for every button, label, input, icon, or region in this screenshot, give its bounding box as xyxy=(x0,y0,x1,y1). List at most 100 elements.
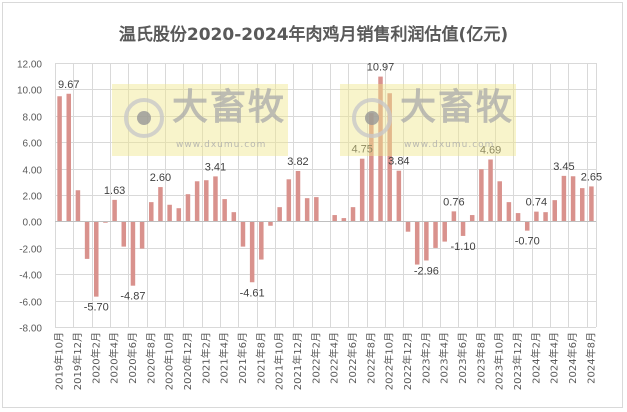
bar xyxy=(579,188,585,222)
watermark-logo-icon xyxy=(124,98,164,138)
bar xyxy=(240,221,246,247)
bar xyxy=(378,76,383,222)
watermark: 大畜牧 www.dxumu.com xyxy=(112,84,288,156)
data-label: 3.45 xyxy=(553,161,574,173)
bar xyxy=(561,175,567,222)
bar xyxy=(314,197,319,222)
x-tick-label: 2024年8月 xyxy=(584,332,597,384)
bar xyxy=(387,93,392,222)
y-tick-label: 6.00 xyxy=(23,139,43,150)
bar xyxy=(433,221,438,248)
bar xyxy=(589,186,594,222)
x-tick-label: 2020年4月 xyxy=(108,332,121,384)
bar xyxy=(405,221,411,232)
data-label: 3.84 xyxy=(388,156,409,168)
bar xyxy=(515,213,521,222)
bar xyxy=(359,158,365,222)
bar xyxy=(442,221,447,242)
bar xyxy=(497,181,502,222)
x-tick-label: 2020年6月 xyxy=(126,332,139,384)
y-tick-label: -8.00 xyxy=(19,324,42,335)
data-label: 2.60 xyxy=(150,172,171,184)
bar xyxy=(341,218,347,222)
x-tick-label: 2020年10月 xyxy=(163,332,176,390)
bar xyxy=(231,212,237,222)
bar xyxy=(176,208,182,222)
y-tick-label: 8.00 xyxy=(23,113,43,124)
x-tick-label: 2022年6月 xyxy=(346,332,359,384)
bar xyxy=(222,199,227,222)
bar xyxy=(506,202,512,222)
bar xyxy=(469,215,475,222)
watermark-logo-icon xyxy=(352,98,392,138)
data-label: -4.87 xyxy=(120,291,145,303)
bar xyxy=(139,221,145,249)
bar xyxy=(268,221,273,226)
x-tick-label: 2023年12月 xyxy=(511,332,524,390)
bar xyxy=(194,181,200,222)
bar xyxy=(112,199,117,222)
bar xyxy=(66,93,72,222)
x-tick-label: 2021年10月 xyxy=(273,332,286,390)
bar xyxy=(424,221,429,261)
bar xyxy=(286,179,292,222)
x-tick-label: 2023年4月 xyxy=(438,332,451,384)
data-label: 3.41 xyxy=(205,161,226,173)
data-label: 2.65 xyxy=(581,171,602,183)
bar xyxy=(304,198,310,222)
bar xyxy=(84,221,90,259)
bar xyxy=(295,170,301,222)
y-tick-label: -6.00 xyxy=(19,298,42,309)
bar xyxy=(488,159,493,222)
data-label: 0.74 xyxy=(526,197,547,209)
data-label: -0.70 xyxy=(515,236,540,248)
x-tick-label: 2021年8月 xyxy=(254,332,267,384)
x-tick-label: 2020年2月 xyxy=(89,332,102,384)
bar xyxy=(396,170,402,222)
data-label: 10.97 xyxy=(367,62,395,74)
bar xyxy=(524,221,530,231)
y-tick-label: 12.00 xyxy=(17,60,42,71)
bar xyxy=(479,169,484,222)
data-label: 9.67 xyxy=(58,79,79,91)
chart-title: 温氏股份2020-2024年肉鸡月销售利润估值(亿元) xyxy=(118,25,509,45)
data-label: 4.69 xyxy=(480,144,501,156)
x-tick-label: 2021年4月 xyxy=(218,332,231,384)
y-tick-label: 4.00 xyxy=(23,166,43,177)
watermark-brand: 大畜牧 xyxy=(172,87,287,128)
x-tick-label: 2020年8月 xyxy=(144,332,157,384)
x-tick-label: 2019年12月 xyxy=(71,332,84,390)
bar xyxy=(213,176,218,222)
bar xyxy=(103,221,108,223)
x-tick-label: 2023年8月 xyxy=(474,332,487,384)
bar xyxy=(534,211,539,222)
x-tick-label: 2021年6月 xyxy=(236,332,249,384)
bar xyxy=(94,221,99,297)
bar xyxy=(57,96,62,222)
bar xyxy=(149,202,154,222)
x-tick-label: 2022年8月 xyxy=(364,332,377,384)
x-tick-label: 2022年4月 xyxy=(328,332,341,384)
watermark-url: www.dxumu.com xyxy=(404,140,495,150)
bar xyxy=(350,207,356,222)
bar xyxy=(451,211,457,222)
watermark-brand: 大畜牧 xyxy=(400,87,515,128)
x-tick-label: 2021年12月 xyxy=(291,332,304,390)
bar xyxy=(570,176,576,222)
bar xyxy=(158,187,163,222)
bar xyxy=(75,190,81,222)
bar xyxy=(167,204,172,222)
bar xyxy=(204,180,209,222)
data-label: -1.10 xyxy=(451,241,476,253)
data-label: 3.82 xyxy=(287,156,308,168)
y-tick-label: -2.00 xyxy=(19,245,42,256)
bar xyxy=(543,212,548,222)
data-label: -5.70 xyxy=(84,302,109,314)
x-tick-label: 2020年12月 xyxy=(181,332,194,390)
x-tick-label: 2022年12月 xyxy=(401,332,414,390)
y-tick-label: 0.00 xyxy=(23,218,43,229)
chart-border xyxy=(2,2,623,408)
x-tick-label: 2023年6月 xyxy=(456,332,469,384)
